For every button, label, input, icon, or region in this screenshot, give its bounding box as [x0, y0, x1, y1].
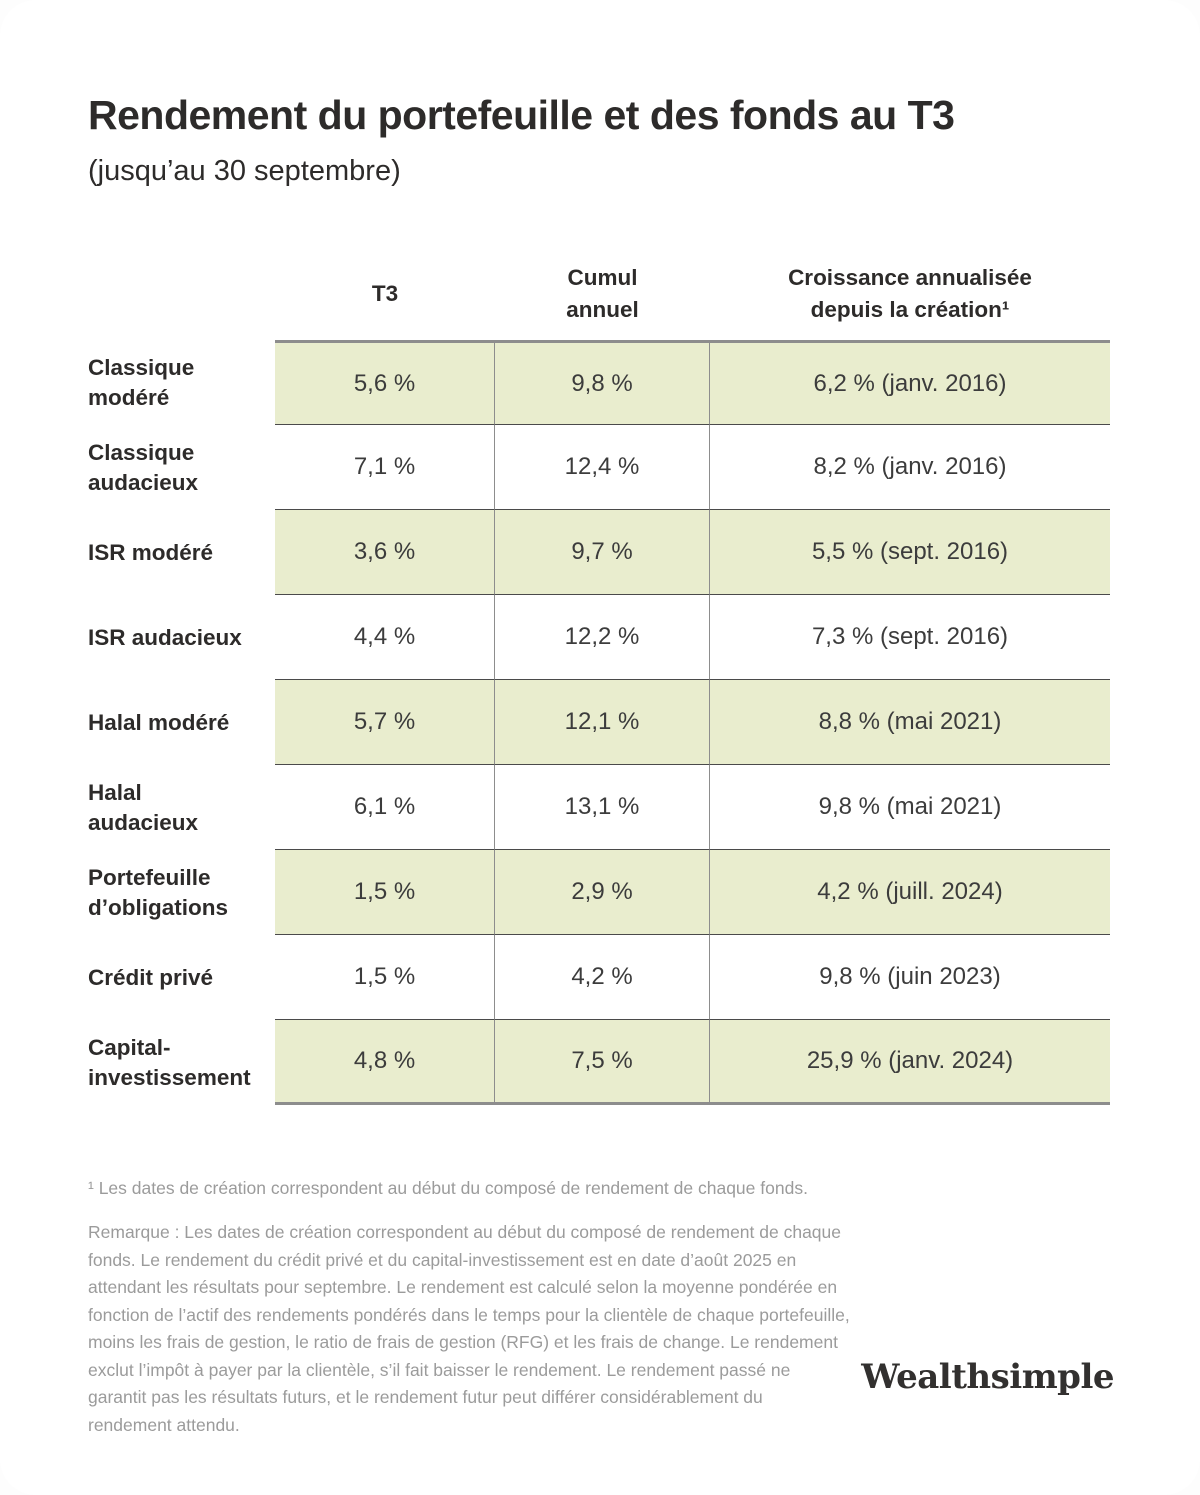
- cell-ytd: 9,8 %: [495, 340, 710, 425]
- header-cell-ytd: Cumul annuel: [566, 265, 639, 322]
- cell-since: 9,8 % (juin 2023): [710, 935, 1110, 1020]
- row-label: Halal modéré: [88, 709, 230, 735]
- table-header-row: T3 Cumul annuel Croissance annualisée de…: [88, 262, 1110, 340]
- cell-since: 4,2 % (juill. 2024): [710, 850, 1110, 935]
- cell-since: 8,8 % (mai 2021): [710, 680, 1110, 765]
- disclaimer-note: Remarque : Les dates de création corresp…: [88, 1222, 850, 1435]
- cell-q3: 1,5 %: [275, 935, 495, 1020]
- cell-q3: 3,6 %: [275, 510, 495, 595]
- page-subtitle: (jusqu’au 30 septembre): [88, 155, 401, 187]
- row-label: Capital-investissement: [88, 1034, 251, 1090]
- cell-ytd: 12,1 %: [495, 680, 710, 765]
- cell-since: 5,5 % (sept. 2016): [710, 510, 1110, 595]
- row-label: Halal audacieux: [88, 779, 199, 835]
- cell-ytd: 13,1 %: [495, 765, 710, 850]
- row-label: ISR modéré: [88, 539, 214, 565]
- header-cell-empty: [88, 262, 275, 340]
- cell-q3: 1,5 %: [275, 850, 495, 935]
- cell-ytd: 12,2 %: [495, 595, 710, 680]
- cell-ytd: 12,4 %: [495, 425, 710, 510]
- performance-table: Classique modéré 5,6 % 9,8 % 6,2 % (janv…: [88, 340, 1110, 1105]
- cell-ytd: 4,2 %: [495, 935, 710, 1020]
- page-title: Rendement du portefeuille et des fonds a…: [88, 92, 955, 138]
- cell-ytd: 7,5 %: [495, 1020, 710, 1105]
- cell-ytd: 9,7 %: [495, 510, 710, 595]
- cell-q3: 5,7 %: [275, 680, 495, 765]
- row-label: Portefeuille d’obligations: [88, 864, 228, 920]
- cell-q3: 6,1 %: [275, 765, 495, 850]
- cell-since: 9,8 % (mai 2021): [710, 765, 1110, 850]
- wealthsimple-wordmark: Wealthsimple: [861, 1357, 1114, 1397]
- header-cell-since-inception: Croissance annualisée depuis la création…: [788, 265, 1032, 322]
- cell-q3: 4,8 %: [275, 1020, 495, 1105]
- cell-q3: 7,1 %: [275, 425, 495, 510]
- row-label: Classique modéré: [88, 354, 195, 410]
- header-cell-q3: T3: [371, 281, 399, 306]
- row-label: Classique audacieux: [88, 439, 199, 495]
- cell-since: 6,2 % (janv. 2016): [710, 340, 1110, 425]
- row-label: Crédit privé: [88, 964, 214, 990]
- cell-q3: 4,4 %: [275, 595, 495, 680]
- row-label: ISR audacieux: [88, 624, 242, 650]
- cell-since: 25,9 % (janv. 2024): [710, 1020, 1110, 1105]
- cell-since: 8,2 % (janv. 2016): [710, 425, 1110, 510]
- cell-ytd: 2,9 %: [495, 850, 710, 935]
- cell-since: 7,3 % (sept. 2016): [710, 595, 1110, 680]
- footnote: ¹ Les dates de création correspondent au…: [88, 1178, 808, 1198]
- cell-q3: 5,6 %: [275, 340, 495, 425]
